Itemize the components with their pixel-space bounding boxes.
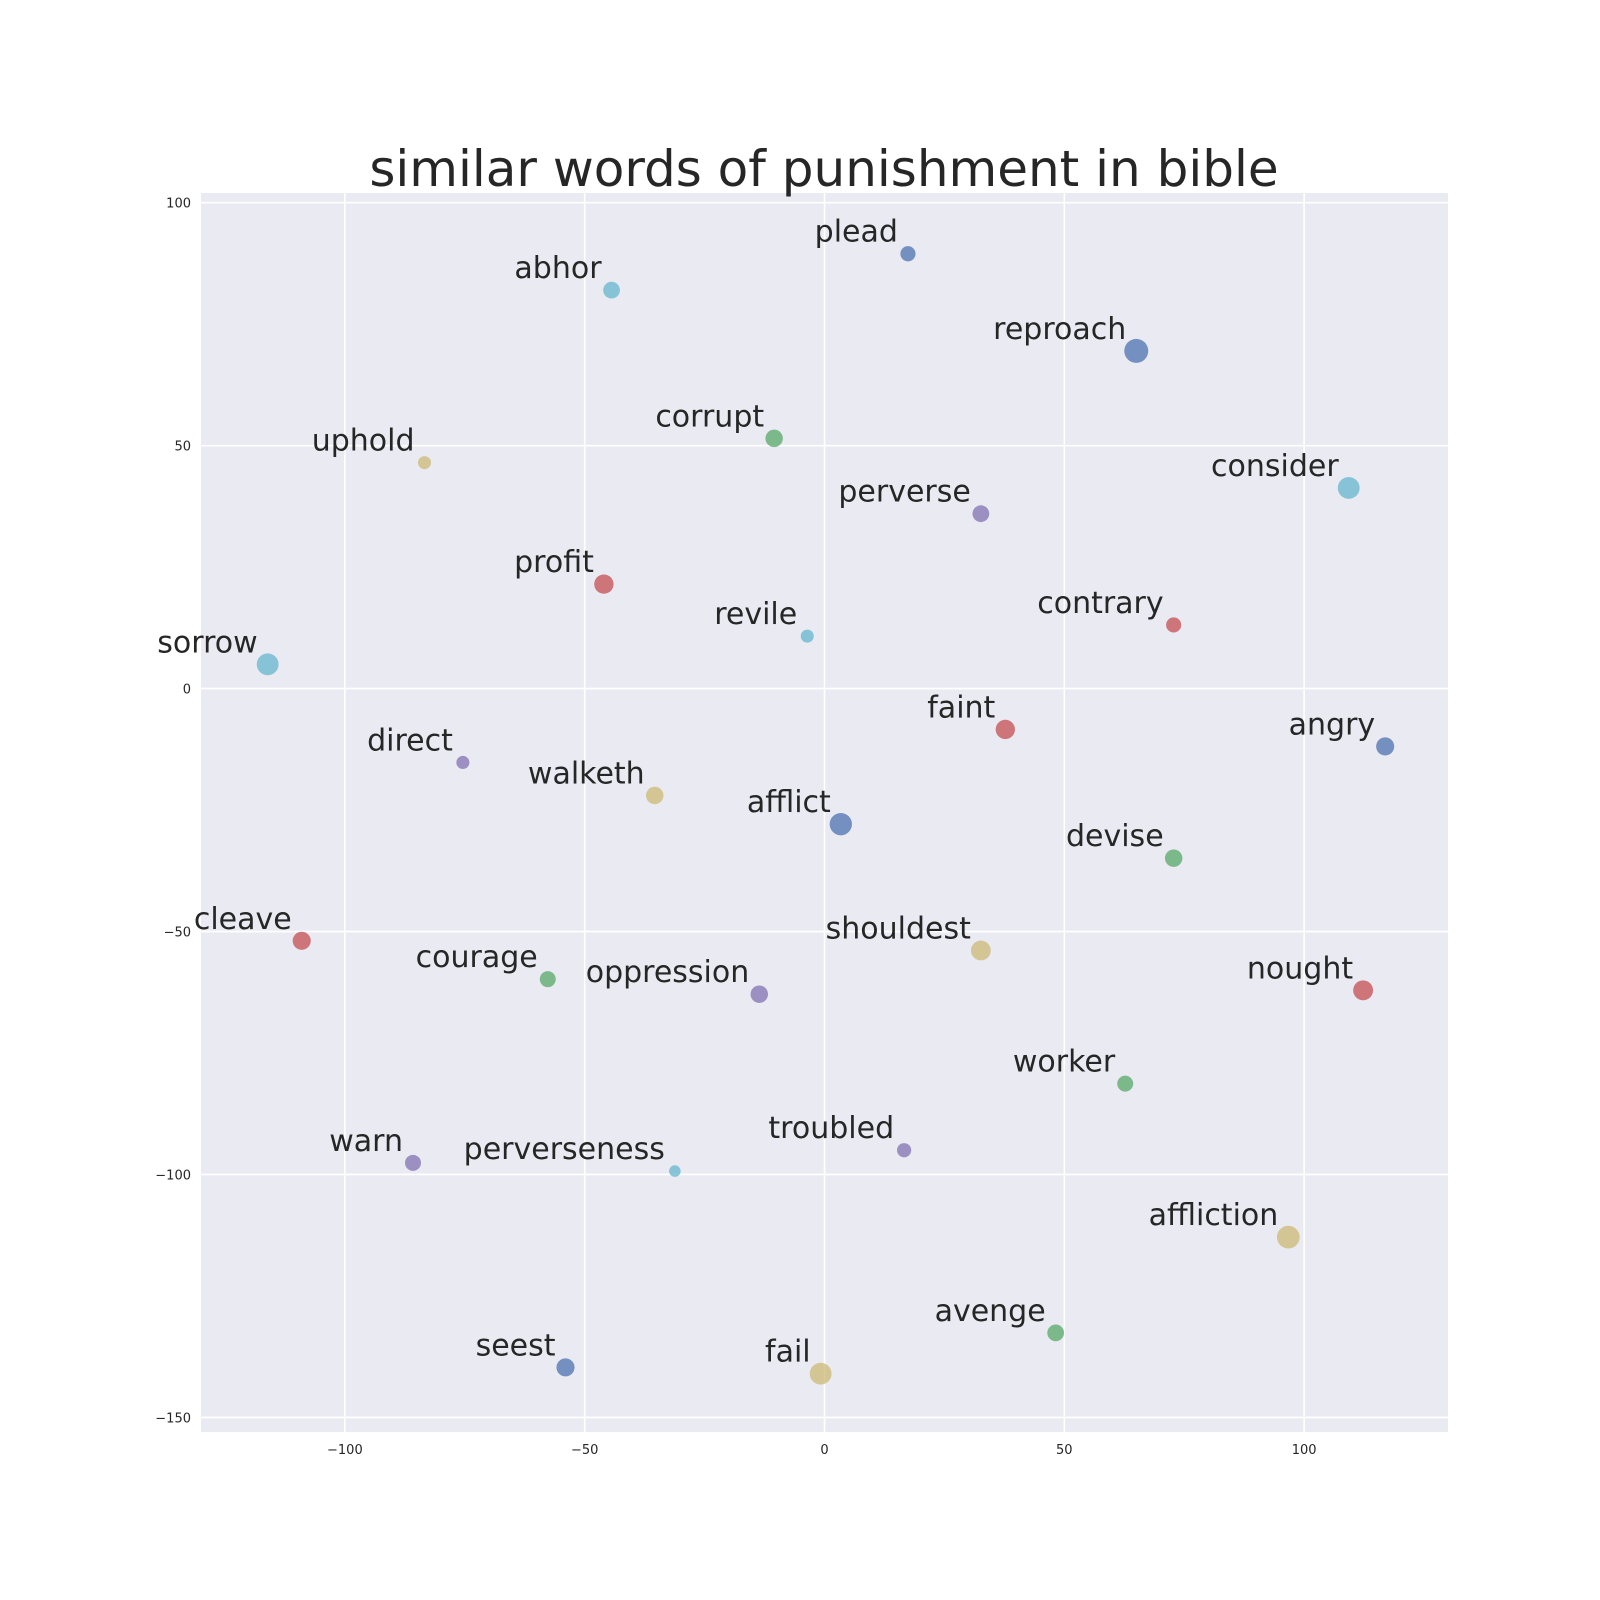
point-walketh [645, 786, 664, 805]
label-affliction: affliction [1149, 1198, 1279, 1233]
y-tick-label: 100 [166, 197, 191, 212]
point-direct [456, 755, 470, 769]
x-gridlines [344, 193, 1305, 1432]
point-worker [1117, 1075, 1134, 1092]
x-axis-tick-labels: −100 −50 0 50 100 [327, 1443, 1317, 1458]
label-afflict: afflict [747, 785, 831, 820]
label-faint: faint [927, 690, 995, 725]
point-contrary [1166, 617, 1182, 633]
point-labels: plead abhor reproach corrupt uphold consider p… [157, 215, 1375, 1370]
label-abhor: abhor [514, 251, 602, 286]
label-uphold: uphold [312, 424, 415, 459]
label-avenge: avenge [935, 1294, 1046, 1329]
y-gridlines [201, 201, 1448, 1419]
point-affliction [1276, 1225, 1300, 1249]
y-tick-label: −100 [155, 1168, 191, 1183]
point-revile [800, 629, 814, 643]
point-afflict [829, 813, 852, 836]
label-seest: seest [476, 1328, 556, 1363]
point-oppression [750, 985, 769, 1003]
x-tick-label: 0 [820, 1443, 828, 1458]
label-reproach: reproach [993, 312, 1126, 347]
point-consider [1337, 477, 1360, 499]
point-seest [556, 1358, 575, 1377]
label-cleave: cleave [194, 902, 292, 937]
label-revile: revile [714, 597, 797, 632]
label-profit: profit [514, 545, 594, 580]
label-contrary: contrary [1037, 586, 1163, 621]
y-tick-label: −50 [164, 926, 191, 941]
label-consider: consider [1211, 449, 1339, 484]
point-profit [594, 574, 614, 594]
label-fail: fail [765, 1335, 811, 1370]
point-avenge [1047, 1324, 1065, 1342]
label-nought: nought [1247, 951, 1353, 986]
point-reproach [1124, 338, 1149, 363]
point-uphold [417, 456, 432, 470]
label-worker: worker [1013, 1045, 1116, 1080]
y-tick-label: 50 [174, 440, 191, 455]
point-warn [404, 1154, 421, 1171]
chart-title: similar words of punishment in bible [369, 140, 1278, 198]
label-perverse: perverse [838, 475, 970, 510]
y-axis-tick-labels: −150 −100 −50 0 50 100 [155, 197, 191, 1427]
label-devise: devise [1066, 819, 1164, 854]
point-corrupt [765, 429, 783, 448]
point-nought [1353, 980, 1374, 1001]
point-shouldest [970, 940, 991, 961]
point-cleave [292, 931, 311, 950]
x-tick-label: −50 [571, 1443, 598, 1458]
data-points [256, 246, 1395, 1385]
point-abhor [603, 281, 620, 299]
point-angry [1376, 737, 1395, 756]
label-oppression: oppression [586, 955, 750, 990]
point-troubled [897, 1143, 912, 1158]
label-corrupt: corrupt [655, 399, 764, 434]
label-angry: angry [1289, 707, 1376, 742]
point-plead [900, 246, 916, 262]
point-devise [1164, 849, 1183, 867]
label-courage: courage [416, 940, 538, 975]
label-plead: plead [815, 215, 898, 250]
y-tick-label: −150 [155, 1411, 191, 1426]
label-direct: direct [367, 723, 453, 758]
x-tick-label: 100 [1292, 1443, 1317, 1458]
label-warn: warn [329, 1124, 403, 1159]
point-faint [995, 719, 1015, 740]
y-tick-label: 0 [183, 683, 191, 698]
label-sorrow: sorrow [157, 625, 257, 660]
point-perverse [972, 505, 990, 523]
point-perverseness [669, 1165, 681, 1177]
point-courage [539, 971, 556, 988]
point-fail [809, 1362, 832, 1385]
point-sorrow [256, 653, 279, 676]
label-walketh: walketh [528, 756, 645, 791]
x-tick-label: 50 [1056, 1443, 1073, 1458]
label-shouldest: shouldest [826, 911, 971, 946]
x-tick-label: −100 [327, 1443, 363, 1458]
label-perverseness: perverseness [464, 1132, 665, 1167]
label-troubled: troubled [768, 1111, 894, 1146]
